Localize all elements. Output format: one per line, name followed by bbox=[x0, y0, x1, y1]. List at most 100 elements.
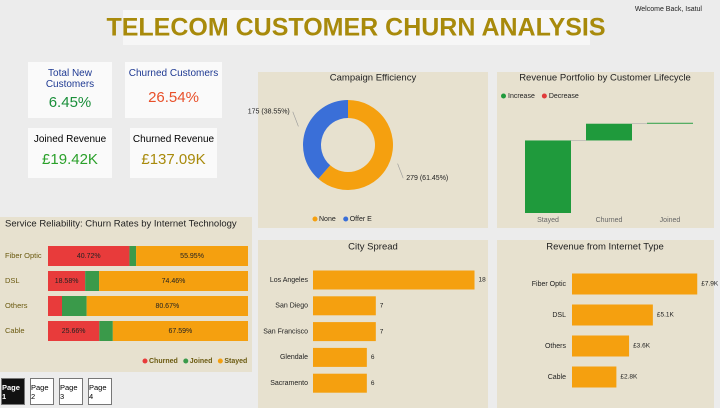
data-label: £5.1K bbox=[657, 312, 675, 319]
y-tick-label: Glendale bbox=[280, 354, 308, 361]
welcome-text: Welcome Back, Isatul bbox=[635, 6, 703, 13]
y-tick-label: Sacramento bbox=[270, 380, 308, 387]
kpi-card: Total New Customers 6.45% bbox=[28, 62, 112, 118]
bar bbox=[572, 335, 630, 357]
data-label: 175 (38.55%) bbox=[248, 109, 290, 116]
y-tick-label: DSL bbox=[552, 312, 566, 319]
panel bbox=[0, 217, 252, 372]
legend-label: Increase bbox=[508, 93, 535, 100]
bar-segment bbox=[136, 246, 248, 266]
legend-marker bbox=[217, 358, 223, 364]
kpi-label: Churned Revenue bbox=[132, 134, 215, 145]
legend-marker bbox=[541, 93, 547, 99]
legend-marker bbox=[142, 358, 148, 364]
legend-label: Churned bbox=[149, 358, 178, 365]
y-tick-label: Others bbox=[5, 301, 28, 310]
waterfall-bar bbox=[586, 123, 632, 141]
y-tick-label: DSL bbox=[5, 276, 20, 285]
data-label: 74.46% bbox=[162, 278, 186, 285]
chart-title: Campaign Efficiency bbox=[330, 73, 417, 84]
kpi-value: 26.54% bbox=[148, 89, 199, 106]
data-label: £2.8K bbox=[620, 374, 638, 381]
bar bbox=[313, 296, 376, 316]
data-label: 6 bbox=[371, 354, 375, 361]
legend-label: Decrease bbox=[549, 93, 579, 100]
data-label: £3.6K bbox=[633, 343, 651, 350]
page-tab[interactable]: Page 1 bbox=[1, 378, 25, 405]
legend-marker bbox=[501, 93, 506, 99]
data-label: £7.9K bbox=[701, 281, 719, 288]
x-tick-label: Stayed bbox=[537, 217, 559, 224]
data-label: 279 (61.45%) bbox=[406, 175, 448, 182]
bar bbox=[313, 270, 475, 290]
x-tick-label: Churned bbox=[596, 217, 623, 224]
data-label: 25.66% bbox=[62, 328, 86, 335]
data-label: 7 bbox=[380, 303, 384, 310]
page-tab[interactable]: Page 2 bbox=[30, 378, 54, 405]
y-tick-label: San Diego bbox=[275, 303, 308, 310]
data-label: 18 bbox=[479, 277, 487, 284]
waterfall-bar bbox=[525, 140, 571, 213]
page-tab[interactable]: Page 4 bbox=[88, 378, 112, 405]
data-label: 7 bbox=[380, 328, 384, 335]
data-label: 6 bbox=[371, 380, 375, 387]
legend-marker bbox=[312, 216, 318, 222]
legend-marker bbox=[343, 216, 349, 222]
legend-marker bbox=[183, 358, 189, 364]
legend-label: Stayed bbox=[224, 358, 247, 365]
kpi-value: £137.09K bbox=[141, 151, 206, 168]
bar-segment bbox=[48, 321, 100, 341]
chart-title: Service Reliability: Churn Rates by Inte… bbox=[5, 219, 237, 230]
pie-slice bbox=[303, 100, 348, 179]
kpi-label: Joined Revenue bbox=[33, 134, 107, 145]
bar-segment bbox=[48, 246, 130, 266]
legend-label: None bbox=[319, 216, 336, 223]
data-label: 80.67% bbox=[155, 303, 179, 310]
bar bbox=[572, 273, 698, 295]
y-tick-label: Fiber Optic bbox=[532, 281, 567, 288]
page-title: TELECOM CUSTOMER CHURN ANALYSIS bbox=[106, 14, 605, 42]
bar bbox=[313, 322, 376, 342]
kpi-label: Total New Customers bbox=[45, 68, 95, 90]
chart-title: Revenue Portfolio by Customer Lifecycle bbox=[519, 73, 691, 84]
leader-line bbox=[292, 111, 299, 127]
legend-label: Offer E bbox=[350, 216, 372, 223]
bar-segment bbox=[48, 271, 86, 291]
leader-line bbox=[397, 163, 404, 179]
kpi-card: Churned Customers 26.54% bbox=[125, 62, 222, 118]
kpi-card: Churned Revenue £137.09K bbox=[130, 128, 217, 178]
bar-segment bbox=[129, 246, 137, 266]
bar bbox=[572, 366, 617, 388]
chart-title: Revenue from Internet Type bbox=[546, 242, 664, 253]
data-label: 55.95% bbox=[180, 253, 204, 260]
bar bbox=[572, 304, 653, 326]
y-tick-label: Others bbox=[545, 343, 567, 350]
kpi-label: Churned Customers bbox=[128, 68, 219, 79]
bar-segment bbox=[99, 271, 248, 291]
bar-segment bbox=[48, 296, 62, 316]
legend-label: Joined bbox=[190, 358, 213, 365]
page-tab[interactable]: Page 3 bbox=[59, 378, 83, 405]
title-box bbox=[123, 10, 590, 45]
panel bbox=[258, 72, 488, 228]
chart-title: City Spread bbox=[348, 242, 398, 253]
bar-segment bbox=[99, 321, 113, 341]
bar bbox=[313, 347, 367, 367]
waterfall-bar bbox=[647, 122, 693, 124]
kpi-value: £19.42K bbox=[42, 151, 98, 168]
bar-segment bbox=[86, 296, 248, 316]
bar bbox=[313, 373, 367, 393]
pie-slice bbox=[318, 100, 393, 191]
data-label: 40.72% bbox=[77, 253, 101, 260]
y-tick-label: San Francisco bbox=[263, 328, 308, 335]
data-label: 18.58% bbox=[55, 278, 79, 285]
y-tick-label: Cable bbox=[5, 326, 25, 335]
y-tick-label: Los Angeles bbox=[270, 277, 309, 284]
kpi-card: Joined Revenue £19.42K bbox=[28, 128, 112, 178]
y-tick-label: Cable bbox=[548, 374, 566, 381]
kpi-value: 6.45% bbox=[48, 94, 92, 111]
bar-segment bbox=[62, 296, 87, 316]
bar-segment bbox=[85, 271, 100, 291]
